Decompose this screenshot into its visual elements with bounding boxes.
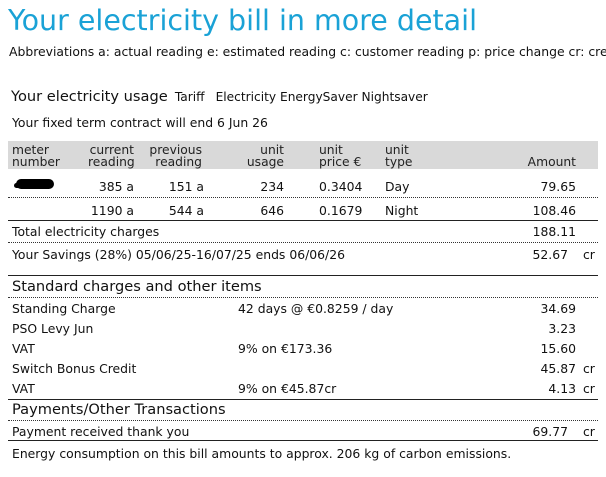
savings-label: Your Savings (28%) 05/06/25-16/07/25 end… [12,247,345,262]
total-divider [8,220,598,221]
table-header-bar [8,141,598,169]
row2-previous-reading: 544 a [168,203,204,218]
vat-detail: 9% on €173.36 [238,341,333,356]
row1-current-reading: 385 a [98,179,134,194]
vat-credit-label: VAT [12,381,35,396]
abbreviations-note: Abbreviations a: actual reading e: estim… [9,44,606,59]
redacted-meter-number-tail [14,183,22,188]
tariff-value: Electricity EnergySaver Nightsaver [215,90,428,104]
row2-unit-usage: 646 [260,203,284,218]
vat-credit-cr: cr [583,381,595,396]
switch-bonus-cr: cr [583,361,595,376]
header-unit-type: unit type [385,143,413,169]
header-current-reading: current reading [88,143,135,169]
standard-heading-underline [8,297,598,298]
header-unit-price: unit price € [319,143,362,169]
usage-heading: Your electricity usage [11,88,168,105]
carbon-emissions-note: Energy consumption on this bill amounts … [12,446,512,461]
standing-charge-amount: 34.69 [540,301,576,316]
payments-bottom-divider [8,440,598,441]
header-amount: Amount [527,155,576,169]
standing-charge-detail: 42 days @ €0.8259 / day [238,301,394,316]
row1-unit-type: Day [385,179,410,194]
row1-previous-reading: 151 a [168,179,204,194]
pso-levy-label: PSO Levy Jun [12,321,94,336]
tariff-label: Tariff [174,90,205,104]
row2-current-reading: 1190 a [90,203,134,218]
total-charges-label: Total electricity charges [12,224,160,239]
switch-bonus-label: Switch Bonus Credit [12,361,137,376]
vat-credit-detail: 9% on €45.87cr [238,381,337,396]
header-meter-number: meter number [12,143,60,169]
standing-charge-label: Standing Charge [12,301,116,316]
redacted-meter-number [16,179,54,189]
pso-levy-amount: 3.23 [548,321,576,336]
vat-label: VAT [12,341,35,356]
payments-heading-underline [8,420,598,421]
total-charges-value: 188.11 [532,224,576,239]
switch-bonus-amount: 45.87 [540,361,576,376]
payments-divider [8,399,598,400]
row1-unit-usage: 234 [260,179,284,194]
page-title: Your electricity bill in more detail [8,4,477,37]
header-unit-usage: unit usage [246,143,284,169]
payments-heading: Payments/Other Transactions [12,401,226,418]
row2-unit-type: Night [385,203,419,218]
contract-note: Your fixed term contract will end 6 Jun … [12,115,268,130]
payment-received-label: Payment received thank you [12,424,190,439]
savings-value: 52.67 [532,247,568,262]
usage-heading-line: Your electricity usage Tariff Electricit… [11,86,428,105]
header-previous-reading: previous reading [149,143,202,169]
vat-amount: 15.60 [540,341,576,356]
payment-received-amount: 69.77 [532,424,568,439]
row-divider-dotted [8,197,598,198]
payment-received-cr: cr [583,424,595,439]
vat-credit-amount: 4.13 [548,381,576,396]
row1-amount: 79.65 [540,179,576,194]
savings-cr: cr [583,247,595,262]
savings-divider [8,242,598,243]
standard-divider [8,275,598,276]
standard-heading: Standard charges and other items [12,278,262,295]
row2-amount: 108.46 [532,203,576,218]
row1-unit-price: 0.3404 [319,179,363,194]
row2-unit-price: 0.1679 [319,203,363,218]
